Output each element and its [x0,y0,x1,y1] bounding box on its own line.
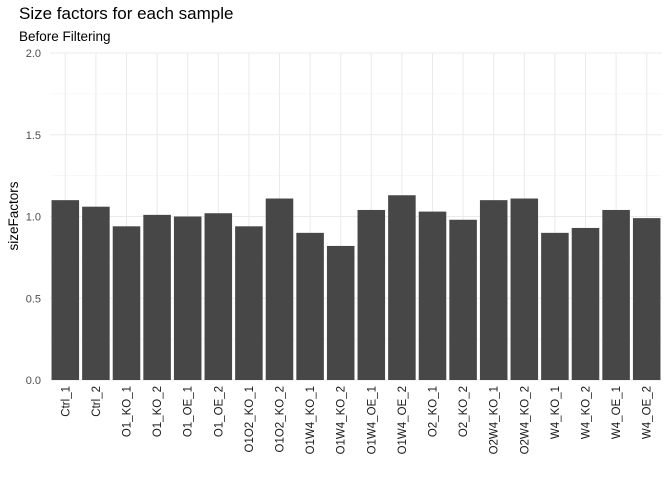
x-tick-label: O1W4_KO_1 [305,386,317,454]
y-axis-ticks: 0.0 0.5 1.0 1.5 2.0 [26,48,41,387]
bar-O1_KO_1 [112,226,141,380]
chart-subtitle: Before Filtering [19,29,111,44]
bar-O2_KO_1 [418,211,447,380]
x-tick-label: O1W4_OE_1 [366,386,378,454]
bar-W4_OE_2 [632,218,661,380]
y-axis-title: sizeFactors [6,181,21,250]
bar-O1W4_OE_1 [357,209,386,380]
bar-O2_KO_2 [449,219,477,380]
x-tick-label: W4_OE_1 [611,386,623,439]
bar-W4_KO_2 [571,227,600,380]
x-tick-label: O1_OE_1 [183,386,195,437]
grid-lines [50,52,662,381]
x-tick-label: O2W4_KO_2 [519,386,531,454]
chart-title: Size factors for each sample [19,4,234,23]
bar-O1O2_KO_1 [235,226,263,380]
bars [51,195,661,380]
bar-O1W4_OE_2 [388,195,416,380]
y-tick-label: 1.0 [26,212,41,224]
x-tick-label: O1W4_KO_2 [336,386,348,454]
x-tick-label: Ctrl_1 [60,386,72,417]
bar-Ctrl_2 [82,206,110,380]
bar-O1W4_KO_1 [296,232,324,380]
x-tick-label: O1O2_KO_2 [275,386,287,452]
bar-O2W4_KO_1 [479,200,508,380]
x-tick-label: O1W4_OE_2 [397,386,409,454]
bar-O1W4_KO_2 [326,245,355,380]
x-tick-label: O1O2_KO_1 [244,386,256,452]
bar-O1_OE_1 [173,216,202,380]
x-tick-label: Ctrl_2 [91,386,103,417]
x-tick-label: O1_KO_2 [152,386,164,437]
bar-O1O2_KO_2 [265,198,294,380]
bar-W4_OE_1 [602,209,630,380]
x-tick-label: O2W4_KO_1 [489,386,501,454]
x-tick-label: O1_KO_1 [122,386,134,437]
x-tick-label: O2_KO_1 [428,386,440,437]
x-tick-label: W4_KO_1 [550,386,562,439]
bar-Ctrl_1 [51,200,80,380]
x-tick-label: W4_OE_2 [642,386,654,439]
bar-O2W4_KO_2 [510,198,539,380]
y-tick-label: 1.5 [26,130,41,142]
x-axis-ticks: Ctrl_1 Ctrl_2 O1_KO_1 O1_KO_2 O1_OE_1 O1_OE_2… [60,386,653,454]
bar-O1_KO_2 [143,214,171,380]
x-tick-label: O2_KO_2 [458,386,470,437]
y-tick-label: 0.0 [26,375,41,387]
bar-W4_KO_1 [541,232,569,380]
bar-O1_OE_2 [204,213,233,380]
x-tick-label: W4_KO_2 [581,386,593,439]
x-tick-label: O1_OE_2 [213,386,225,437]
y-tick-label: 0.5 [26,293,41,305]
y-tick-label: 2.0 [26,48,41,60]
